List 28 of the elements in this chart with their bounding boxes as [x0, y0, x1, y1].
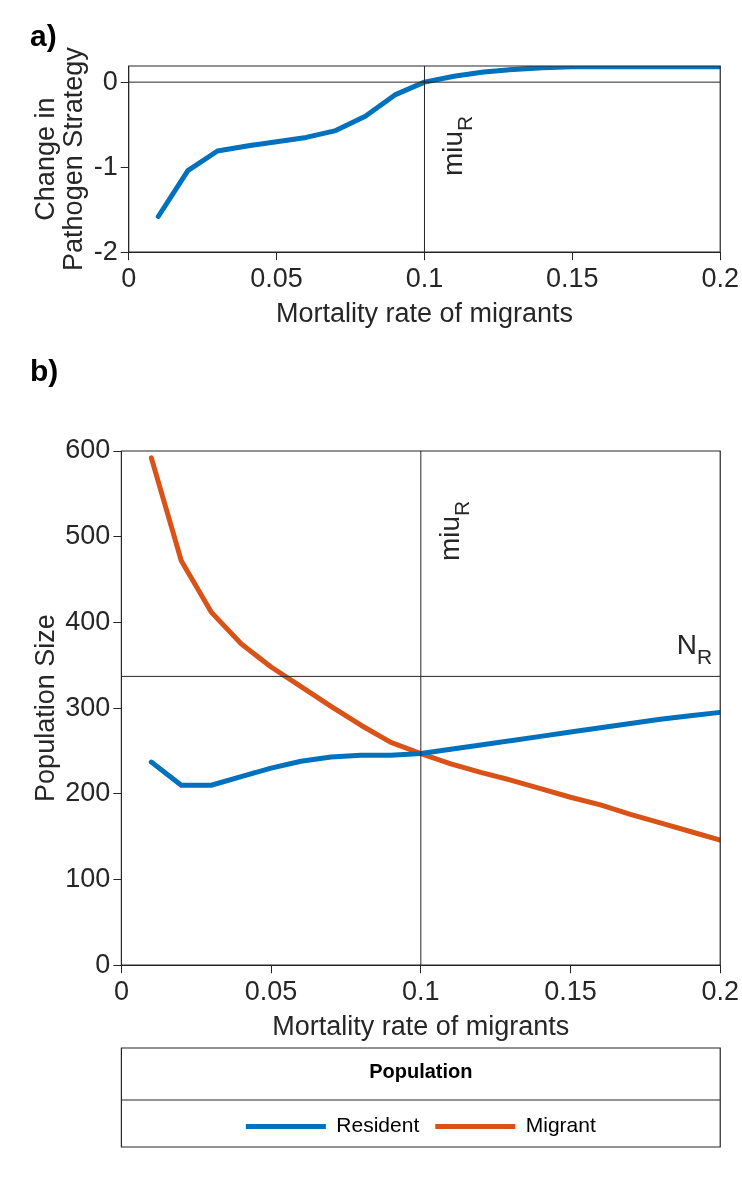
x-tick-label: 0.2	[701, 975, 740, 1006]
chart-title: b)	[30, 354, 59, 388]
x-tick-label: 0.15	[546, 262, 599, 293]
x-axis-title: Mortality rate of migrants	[272, 1011, 570, 1042]
legend-label: Resident	[336, 1113, 420, 1137]
y-tick-label: 0	[102, 65, 118, 96]
legend-title: Population	[369, 1059, 473, 1082]
x-tick-label: 0.1	[405, 262, 444, 293]
x-tick-label: 0.2	[701, 262, 740, 293]
y-tick-label: 300	[65, 691, 111, 722]
y-axis-title: Population Size	[29, 614, 60, 802]
y-tick-label: 200	[65, 777, 111, 808]
x-tick-label: 0.05	[244, 975, 298, 1006]
y-tick-label: 500	[65, 520, 111, 551]
ref-line-label: miuR	[433, 500, 473, 561]
y-tick-label: 400	[65, 605, 111, 636]
x-tick-label: 0	[121, 262, 137, 293]
legend-label: Migrant	[525, 1113, 596, 1137]
ref-line-label: miuR	[437, 115, 477, 176]
x-tick-label: 0.05	[250, 262, 303, 293]
y-tick-label: -2	[93, 235, 118, 266]
x-tick-label: 0.1	[402, 975, 440, 1006]
y-tick-label: 600	[65, 434, 111, 465]
x-axis-title: Mortality rate of migrants	[275, 298, 574, 329]
y-tick-label: 0	[95, 948, 111, 979]
y-tick-label: 100	[65, 862, 111, 893]
x-tick-label: 0.15	[544, 975, 597, 1006]
y-tick-label: -1	[93, 150, 118, 181]
